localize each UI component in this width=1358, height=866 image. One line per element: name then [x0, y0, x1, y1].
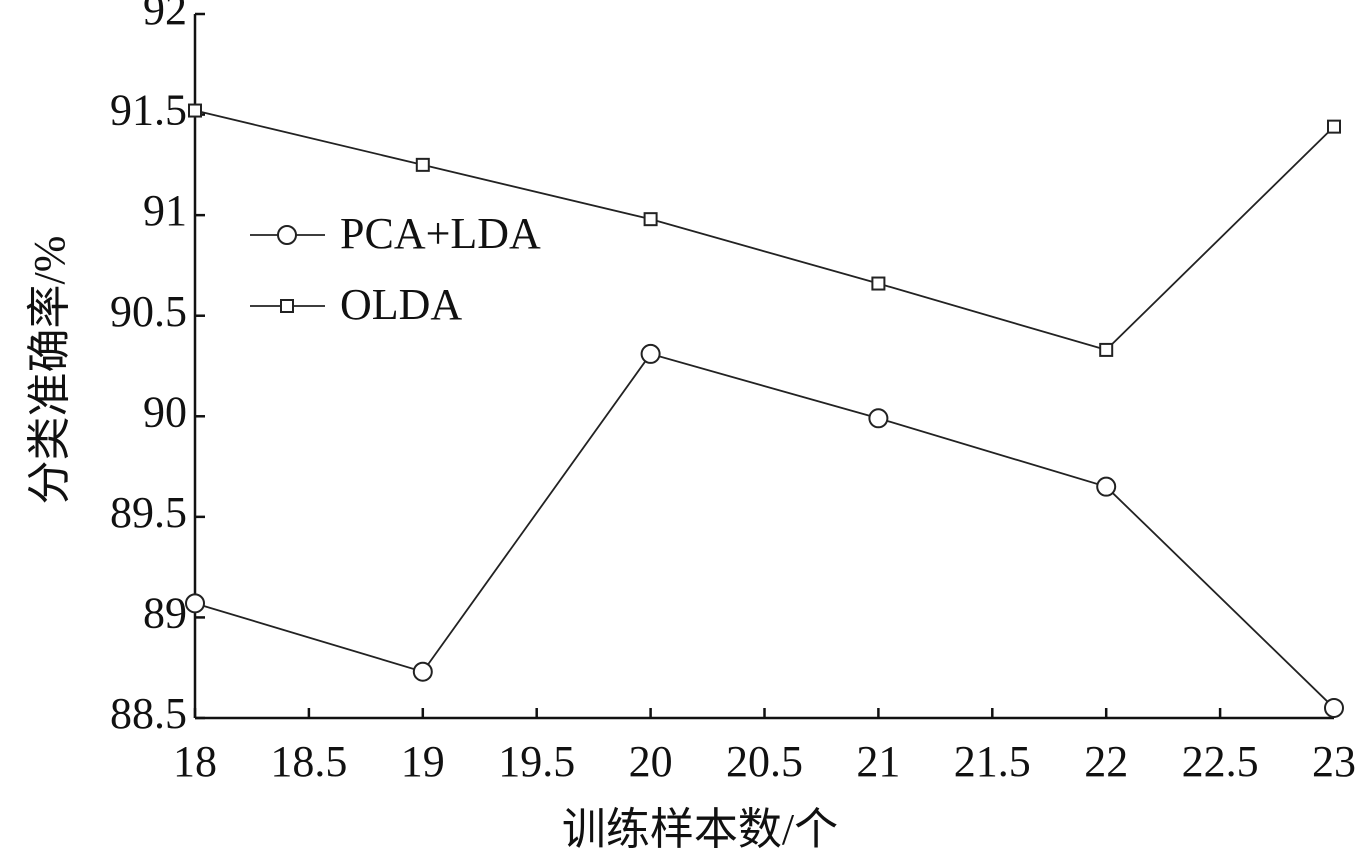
x-tick-label: 22.5: [1182, 737, 1259, 786]
y-tick-label: 89.5: [110, 488, 187, 537]
legend-label: OLDA: [340, 280, 462, 329]
x-tick-label: 18.5: [270, 737, 347, 786]
x-tick-label: 21: [856, 737, 900, 786]
marker: [640, 343, 661, 364]
marker: [185, 593, 205, 614]
x-tick-label: 20.5: [726, 737, 803, 786]
y-tick-label: 90: [143, 387, 187, 436]
y-tick-label: 92: [143, 0, 187, 34]
marker: [188, 103, 202, 118]
y-tick-label: 90.5: [110, 287, 187, 336]
legend-label: PCA+LDA: [340, 209, 541, 258]
marker: [1099, 342, 1114, 357]
marker: [1327, 119, 1341, 134]
marker: [1096, 476, 1117, 497]
marker: [415, 157, 430, 172]
x-tick-label: 23: [1312, 737, 1356, 786]
marker: [871, 276, 886, 291]
x-tick-label: 19: [401, 737, 445, 786]
x-axis-label: 训练样本数/个: [562, 805, 838, 854]
legend-marker: [277, 225, 297, 245]
x-tick-label: 22: [1084, 737, 1128, 786]
y-axis-label: 分类准确率/%: [25, 236, 74, 505]
y-tick-label: 89: [143, 589, 187, 638]
marker: [643, 212, 658, 227]
y-tick-label: 91: [143, 186, 187, 235]
y-tick-label: 88.5: [110, 689, 187, 738]
x-tick-label: 21.5: [954, 737, 1031, 786]
marker: [868, 408, 889, 429]
y-tick-label: 91.5: [110, 86, 187, 135]
legend-marker: [280, 299, 294, 313]
marker: [1324, 697, 1344, 718]
x-tick-label: 19.5: [498, 737, 575, 786]
series-line: [194, 109, 1335, 351]
marker: [412, 661, 433, 682]
x-tick-label: 20: [629, 737, 673, 786]
series-line: [194, 352, 1335, 709]
x-tick-label: 18: [173, 737, 217, 786]
